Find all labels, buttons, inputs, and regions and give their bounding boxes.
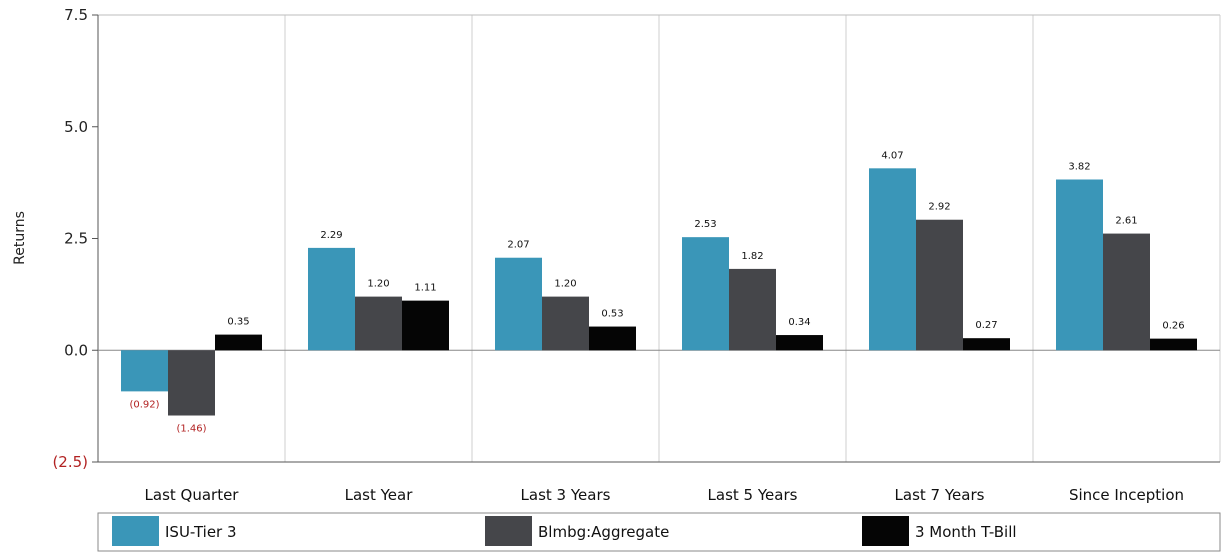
data-label: (0.92) [129,399,159,410]
bar [121,350,168,392]
legend-swatch [485,516,532,546]
bar [589,326,636,351]
x-category-label: Since Inception [1069,486,1184,504]
data-label: 2.07 [507,240,529,251]
data-label: 2.61 [1115,216,1137,227]
data-label: 0.26 [1162,321,1184,332]
y-tick-label: 7.5 [64,6,88,24]
bar [963,338,1010,351]
data-label: 4.07 [881,150,903,161]
bar [1056,179,1103,351]
x-category-label: Last 5 Years [708,486,798,504]
x-category-label: Last 3 Years [521,486,611,504]
bar [542,296,589,351]
x-category-label: Last Quarter [145,486,240,504]
legend: ISU-Tier 3 Blmbg:Aggregate 3 Month T-Bill [97,512,1221,552]
data-label: 2.29 [320,230,342,241]
legend-label: 3 Month T-Bill [915,523,1017,541]
bar [355,296,402,351]
y-tick-label: (2.5) [52,453,88,471]
y-tick-label: 5.0 [64,118,88,136]
data-label: 1.11 [414,283,436,294]
legend-label: Blmbg:Aggregate [538,523,669,541]
bar [308,247,355,351]
bar [402,300,449,351]
bar-layer [121,168,1197,416]
data-label: 3.82 [1068,161,1090,172]
bar [1103,233,1150,351]
y-tick-label: 0.0 [64,341,88,359]
y-tick-label: 2.5 [64,230,88,248]
data-label: 1.82 [741,251,763,262]
legend-box [97,512,1221,552]
y-axis-label: Returns [12,211,28,265]
bar [1150,338,1197,351]
axis-layer: 7.5 5.0 2.5 0.0 (2.5) Last Quarter Last Year La… [52,6,1220,504]
data-label: (1.46) [176,424,206,435]
data-label-layer: (0.92) (1.46) 0.35 2.29 1.20 1.11 2.07 1.20 0.53… [129,150,1184,434]
data-label: 2.92 [928,202,950,213]
bar [682,237,729,351]
bar [869,168,916,351]
data-label: 2.53 [694,219,716,230]
data-label: 0.35 [227,317,249,328]
legend-label: ISU-Tier 3 [165,523,237,541]
bar [495,257,542,351]
bar [776,335,823,351]
bar [916,219,963,351]
data-label: 1.20 [554,279,576,290]
data-label: 1.20 [367,279,389,290]
bar [168,350,215,416]
data-label: 0.34 [788,317,810,328]
grid-layer [98,14,1221,462]
legend-swatch [862,516,909,546]
data-label: 0.53 [601,309,623,320]
bar [215,334,262,351]
x-category-label: Last 7 Years [895,486,985,504]
x-category-label: Last Year [345,486,414,504]
data-label: 0.27 [975,320,997,331]
bar [729,268,776,351]
legend-swatch [112,516,159,546]
